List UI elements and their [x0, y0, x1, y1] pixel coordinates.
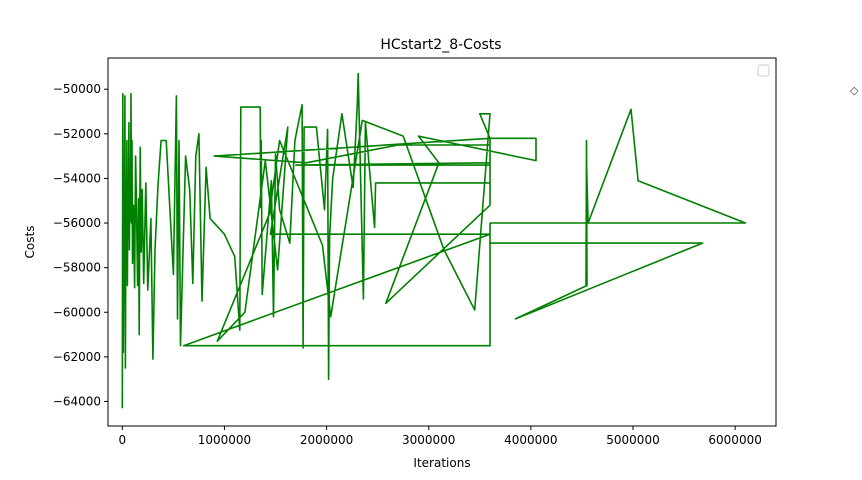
y-tick-label: −54000 — [53, 171, 101, 185]
x-tick-label: 1000000 — [198, 433, 251, 447]
x-tick-label: 6000000 — [708, 433, 761, 447]
y-tick-label: −62000 — [53, 350, 101, 364]
y-axis: −64000 −62000 −60000 −58000 −56000 −54000 −520… — [53, 82, 108, 408]
y-tick-label: −52000 — [53, 127, 101, 141]
series-line-0 — [121, 72, 747, 409]
y-tick-label: −60000 — [53, 305, 101, 319]
y-tick-label: −50000 — [53, 82, 101, 96]
x-tick-label: 3000000 — [402, 433, 455, 447]
x-tick-label: 2000000 — [300, 433, 353, 447]
y-axis-label: Costs — [23, 226, 37, 259]
x-tick-label: 4000000 — [504, 433, 557, 447]
y-tick-label: −58000 — [53, 261, 101, 275]
chart-title: HCstart2_8-Costs — [380, 37, 501, 53]
y-tick-label: −64000 — [53, 394, 101, 408]
legend-box — [757, 64, 770, 77]
plot-frame — [107, 57, 777, 427]
y-tick-label: −56000 — [53, 216, 101, 230]
cursor-icon: ◇ — [850, 84, 859, 97]
x-tick-label: 5000000 — [606, 433, 659, 447]
plot-area — [121, 72, 747, 409]
x-tick-label: 0 — [118, 433, 126, 447]
x-axis-label: Iterations — [413, 456, 470, 470]
x-axis: 0 1000000 2000000 3000000 4000000 5000000 6000… — [118, 426, 762, 447]
